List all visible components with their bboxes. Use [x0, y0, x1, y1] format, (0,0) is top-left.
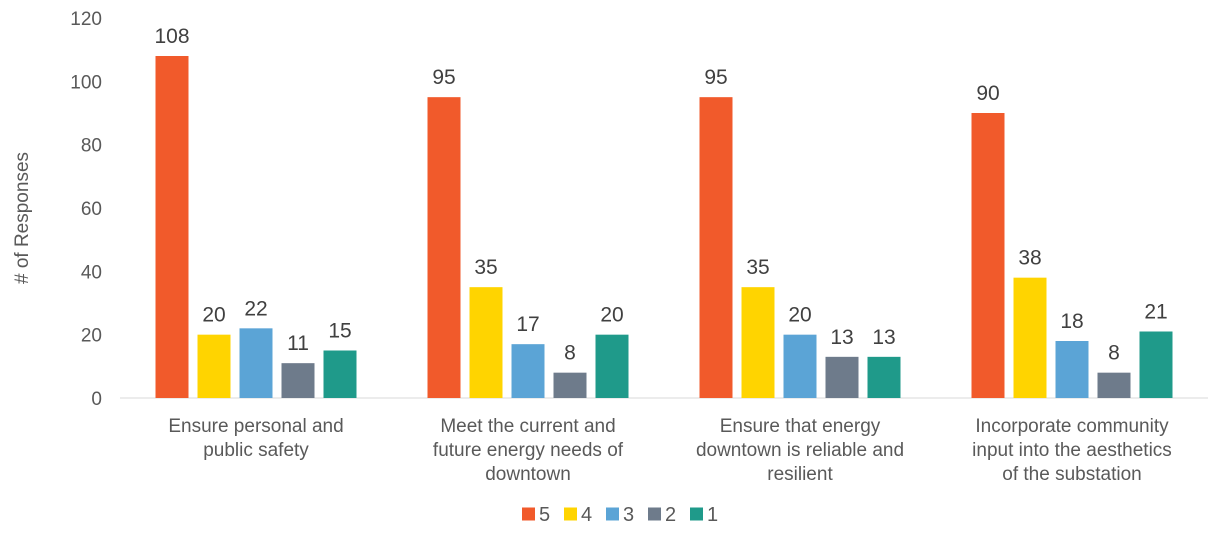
bars [155, 56, 1173, 399]
legend-swatch-5 [522, 507, 535, 521]
bar-series-3 [239, 328, 273, 398]
data-label: 90 [976, 82, 999, 105]
legend: 5 4 3 2 1 [522, 504, 718, 526]
legend-label: 3 [623, 504, 634, 526]
y-tick-label: 20 [81, 326, 102, 347]
data-label: 22 [244, 297, 267, 320]
data-label: 38 [1018, 247, 1041, 270]
y-axis-label: # of Responses [12, 152, 33, 284]
bar-series-1 [1139, 331, 1173, 398]
y-tick-label: 0 [91, 389, 102, 410]
data-label: 13 [830, 326, 853, 349]
data-labels: 108 20 22 11 15 95 35 17 8 20 95 35 20 13 13 90 38 18 8 21 [154, 25, 1167, 365]
data-label: 95 [704, 66, 727, 89]
y-tick-label: 40 [81, 262, 102, 283]
bar-series-1 [867, 356, 901, 398]
legend-label: 1 [707, 504, 718, 526]
legend-swatch-1 [690, 507, 703, 521]
bar-series-2 [825, 356, 859, 398]
category-label: downtown [485, 464, 571, 485]
y-tick-label: 100 [70, 72, 102, 93]
bar-series-4 [741, 287, 775, 398]
bar-series-2 [1097, 372, 1131, 398]
bar-series-5 [699, 97, 733, 399]
legend-label: 4 [581, 504, 592, 526]
category-label: of the substation [1002, 464, 1141, 485]
bar-series-4 [1013, 277, 1047, 398]
data-label: 8 [1108, 342, 1120, 365]
bar-series-1 [323, 350, 357, 398]
y-tick-label: 120 [70, 9, 102, 30]
legend-label: 5 [539, 504, 550, 526]
bar-series-5 [155, 56, 189, 398]
y-tick-label: 80 [81, 136, 102, 157]
y-tick-label: 60 [81, 199, 102, 220]
data-label: 17 [516, 313, 539, 336]
bar-series-3 [511, 344, 545, 398]
category-label: downtown is reliable and [696, 440, 904, 461]
data-label: 20 [600, 304, 623, 327]
bar-series-2 [553, 372, 587, 398]
category-label: resilient [767, 464, 833, 485]
legend-swatch-2 [648, 507, 661, 521]
category-label: Meet the current and [440, 416, 615, 437]
data-label: 35 [746, 256, 769, 279]
category-label: Ensure that energy [720, 416, 881, 437]
category-label: public safety [203, 440, 309, 461]
legend-label: 2 [665, 504, 676, 526]
data-label: 108 [154, 25, 189, 48]
bar-series-3 [1055, 341, 1089, 398]
category-labels: Ensure personal and public safety Meet the… [168, 416, 1171, 485]
bar-series-2 [281, 363, 315, 398]
legend-swatch-4 [564, 507, 577, 521]
category-label: input into the aesthetics [972, 440, 1172, 461]
data-label: 15 [328, 320, 351, 343]
data-label: 21 [1144, 301, 1167, 324]
data-label: 20 [788, 304, 811, 327]
data-label: 20 [202, 304, 225, 327]
bar-series-1 [595, 334, 629, 398]
legend-swatch-3 [606, 507, 619, 521]
data-label: 11 [287, 332, 309, 355]
category-label: Ensure personal and [168, 416, 343, 437]
bar-series-5 [427, 97, 461, 399]
category-label: future energy needs of [433, 440, 624, 461]
data-label: 8 [564, 342, 576, 365]
data-label: 95 [432, 66, 455, 89]
bar-series-5 [971, 113, 1005, 398]
bar-series-3 [783, 334, 817, 398]
y-axis-ticks: 0 20 40 60 80 100 120 [70, 9, 102, 410]
bar-series-4 [469, 287, 503, 398]
category-label: Incorporate community [975, 416, 1169, 437]
bar-series-4 [197, 334, 231, 398]
data-label: 13 [872, 326, 895, 349]
data-label: 18 [1060, 310, 1083, 333]
data-label: 35 [474, 256, 497, 279]
